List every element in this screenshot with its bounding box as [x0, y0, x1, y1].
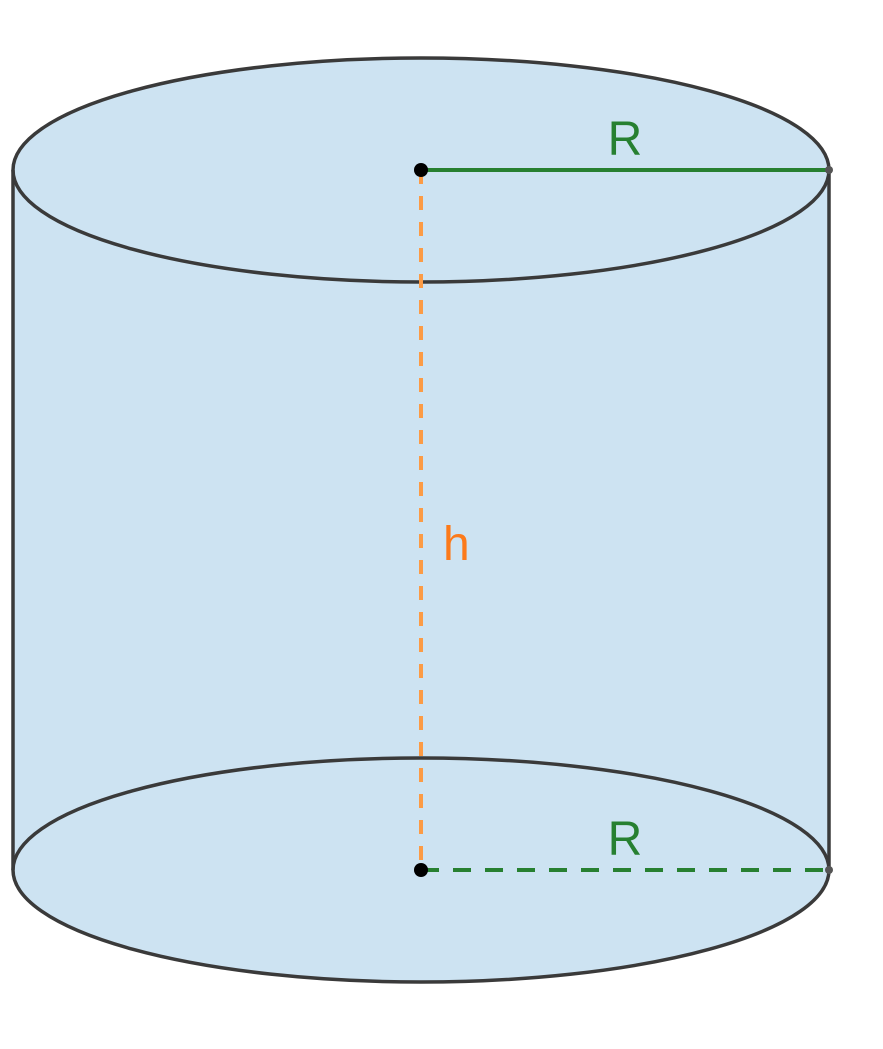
edge-point-bottom — [825, 866, 833, 874]
radius-label-bottom: R — [608, 813, 643, 866]
center-point-top — [414, 163, 428, 177]
height-label: h — [443, 518, 470, 571]
edge-point-top — [825, 166, 833, 174]
center-point-bottom — [414, 863, 428, 877]
cylinder-diagram: R R h — [0, 0, 883, 1049]
radius-label-top: R — [608, 113, 643, 166]
